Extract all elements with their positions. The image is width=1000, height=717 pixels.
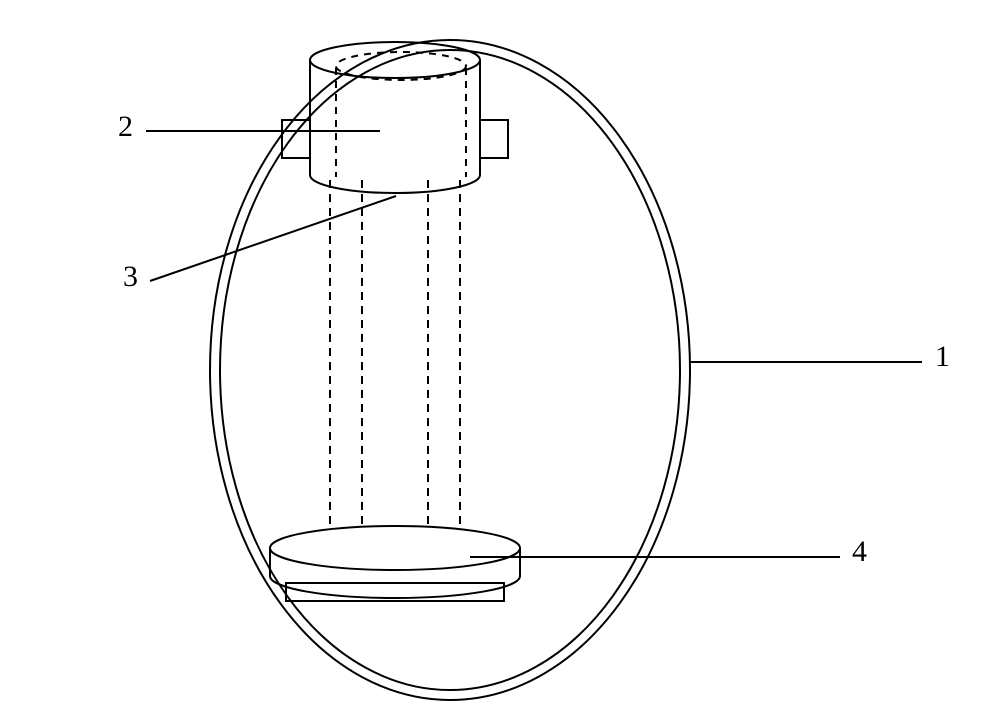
label-3: 3 bbox=[123, 260, 138, 294]
technical-diagram bbox=[0, 0, 1000, 717]
label-2: 2 bbox=[118, 110, 133, 144]
label-1: 1 bbox=[935, 340, 950, 374]
label-4: 4 bbox=[852, 535, 867, 569]
